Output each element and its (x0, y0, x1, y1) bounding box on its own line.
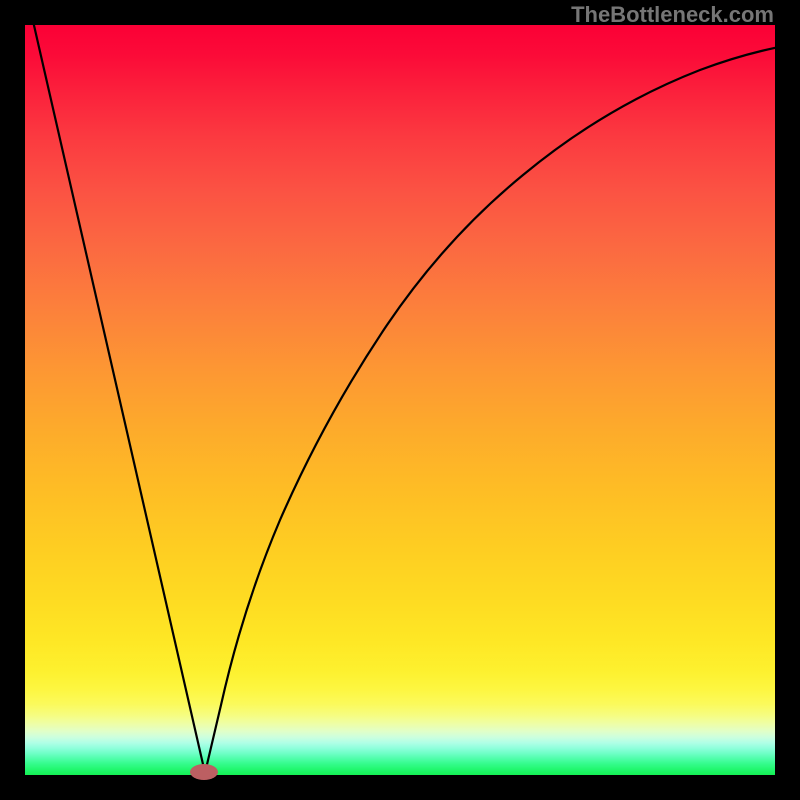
curve-layer (25, 25, 775, 775)
min-marker (190, 764, 218, 780)
plot-area (25, 25, 775, 775)
watermark-text: TheBottleneck.com (571, 2, 774, 28)
curve-left-branch (33, 25, 205, 773)
chart-container: TheBottleneck.com (0, 0, 800, 800)
curve-right-branch (205, 47, 775, 773)
